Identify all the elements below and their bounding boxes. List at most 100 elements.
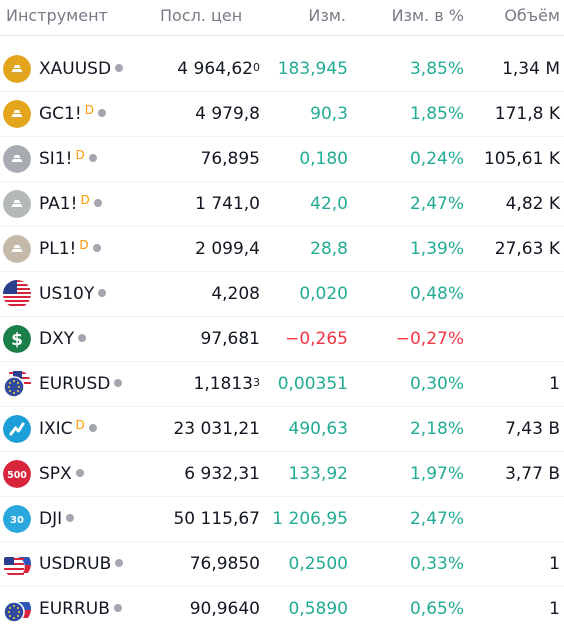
last-price-cell: 6 932,31 <box>184 464 260 485</box>
change-cell: 0,2500 <box>288 554 348 574</box>
market-status-dot-icon[interactable] <box>113 604 122 612</box>
column-header-change[interactable]: Изм. <box>308 6 346 25</box>
last-price-value: 4 979,8 <box>195 104 260 124</box>
svg-text:500: 500 <box>7 470 27 481</box>
last-price-cell: 1,18133 <box>194 374 260 395</box>
column-header-volume[interactable]: Объём <box>504 6 560 25</box>
symbol-cell[interactable]: DXY <box>39 329 87 350</box>
change-cell: 183,945 <box>277 59 348 79</box>
table-row[interactable]: 500 SPX 6 932,31 133,92 1,97% 3,77 B <box>0 452 564 497</box>
table-row[interactable]: EURRUB 90,9640 0,5890 0,65% 1 <box>0 587 564 625</box>
table-row[interactable]: $ DXY 97,681 −0,265 −0,27% <box>0 317 564 362</box>
symbol-text: US10Y <box>39 284 95 304</box>
change-pct-cell: 0,65% <box>409 599 464 619</box>
symbol-cell[interactable]: SI1! D <box>39 148 97 170</box>
symbol-text: SPX <box>39 464 72 484</box>
market-status-dot-icon[interactable] <box>114 379 123 387</box>
table-row[interactable]: GC1! D 4 979,8 90,3 1,85% 171,8 K <box>0 92 564 137</box>
symbol-text: PA1! <box>39 194 78 214</box>
us-flag-icon <box>3 280 31 308</box>
delayed-data-badge[interactable]: D <box>75 418 85 432</box>
market-status-dot-icon[interactable] <box>92 244 101 252</box>
change-pct-cell: 2,18% <box>409 419 464 439</box>
volume-cell: 1 <box>549 599 560 619</box>
volume-cell: 1 <box>549 554 560 574</box>
market-status-dot-icon[interactable] <box>88 154 97 162</box>
delayed-data-badge[interactable]: D <box>84 103 94 117</box>
last-price-extra-digit: 0 <box>253 61 260 74</box>
gold-bars-icon <box>3 100 31 128</box>
column-header-last[interactable]: Посл. цен <box>160 6 243 25</box>
symbol-cell[interactable]: PA1! D <box>39 193 102 215</box>
market-status-dot-icon[interactable] <box>98 289 107 297</box>
change-cell: 0,5890 <box>288 599 348 619</box>
symbol-text: EURRUB <box>39 599 110 619</box>
last-price-value: 76,895 <box>200 149 260 169</box>
symbol-text: GC1! <box>39 104 82 124</box>
symbol-cell[interactable]: USDRUB <box>39 554 124 575</box>
delayed-data-badge[interactable]: D <box>79 238 89 252</box>
symbol-cell[interactable]: SPX <box>39 464 84 485</box>
market-status-dot-icon[interactable] <box>66 514 75 522</box>
volume-cell: 4,82 K <box>505 194 560 214</box>
last-price-value: 97,681 <box>200 329 260 349</box>
symbol-cell[interactable]: IXIC D <box>39 418 97 440</box>
market-status-dot-icon[interactable] <box>78 334 87 342</box>
last-price-cell: 90,9640 <box>190 599 260 620</box>
column-header-symbol[interactable]: Инструмент <box>6 6 108 25</box>
volume-cell: 27,63 K <box>494 239 560 259</box>
last-price-cell: 97,681 <box>201 329 260 350</box>
market-status-dot-icon[interactable] <box>115 64 124 72</box>
symbol-cell[interactable]: DJI <box>39 509 75 530</box>
table-row[interactable]: PL1! D 2 099,4 28,8 1,39% 27,63 K <box>0 227 564 272</box>
symbol-cell[interactable]: EURRUB <box>39 599 122 620</box>
change-pct-cell: 0,48% <box>409 284 464 304</box>
column-header-change-pct[interactable]: Изм. в % <box>391 6 464 25</box>
symbol-cell[interactable]: GC1! D <box>39 103 106 125</box>
table-row[interactable]: PA1! D 1 741,0 42,0 2,47% 4,82 K <box>0 182 564 227</box>
platinum-bars-icon <box>3 235 31 263</box>
last-price-value: 76,9850 <box>189 554 260 574</box>
change-pct-cell: 0,24% <box>409 149 464 169</box>
table-row[interactable]: XAUUSD 4 964,620 183,945 3,85% 1,34 M <box>0 47 564 92</box>
market-status-dot-icon[interactable] <box>97 109 106 117</box>
market-status-dot-icon[interactable] <box>115 559 124 567</box>
volume-cell: 7,43 B <box>505 419 560 439</box>
table-row[interactable]: SI1! D 76,895 0,180 0,24% 105,61 K <box>0 137 564 182</box>
last-price-value: 6 932,31 <box>184 464 260 484</box>
symbol-cell[interactable]: EURUSD <box>39 374 123 395</box>
symbol-cell[interactable]: PL1! D <box>39 238 101 260</box>
market-status-dot-icon[interactable] <box>75 469 84 477</box>
change-cell: 133,92 <box>288 464 348 484</box>
symbol-text: DJI <box>39 509 63 529</box>
symbol-text: SI1! <box>39 149 73 169</box>
market-status-dot-icon[interactable] <box>93 199 102 207</box>
gold-bars-icon <box>3 55 31 83</box>
last-price-cell: 1 741,0 <box>195 194 260 215</box>
change-pct-cell: 2,47% <box>409 509 464 529</box>
table-row[interactable]: 30 DJI 50 115,67 1 206,95 2,47% <box>0 497 564 542</box>
symbol-cell[interactable]: US10Y <box>39 284 107 305</box>
volume-cell: 105,61 K <box>483 149 560 169</box>
change-cell: 42,0 <box>310 194 348 214</box>
last-price-cell: 76,895 <box>201 149 260 170</box>
svg-text:30: 30 <box>10 515 24 526</box>
table-row[interactable]: EURUSD 1,18133 0,00351 0,30% 1 <box>0 362 564 407</box>
table-row[interactable]: IXIC D 23 031,21 490,63 2,18% 7,43 B <box>0 407 564 452</box>
volume-cell: 171,8 K <box>494 104 560 124</box>
last-price-cell: 4,208 <box>211 284 260 305</box>
us-ru-flags-icon <box>3 550 31 578</box>
last-price-value: 90,9640 <box>189 599 260 619</box>
market-status-dot-icon[interactable] <box>88 424 97 432</box>
table-row[interactable]: USDRUB 76,9850 0,2500 0,33% 1 <box>0 542 564 587</box>
table-row[interactable]: US10Y 4,208 0,020 0,48% <box>0 272 564 317</box>
delayed-data-badge[interactable]: D <box>75 148 85 162</box>
eu-us-flags-icon <box>3 370 31 398</box>
symbol-text: USDRUB <box>39 554 112 574</box>
change-cell: 0,020 <box>299 284 348 304</box>
symbol-text: EURUSD <box>39 374 111 394</box>
delayed-data-badge[interactable]: D <box>80 193 90 207</box>
symbol-text: DXY <box>39 329 75 349</box>
symbol-cell[interactable]: XAUUSD <box>39 59 124 80</box>
change-pct-cell: −0,27% <box>395 329 464 349</box>
